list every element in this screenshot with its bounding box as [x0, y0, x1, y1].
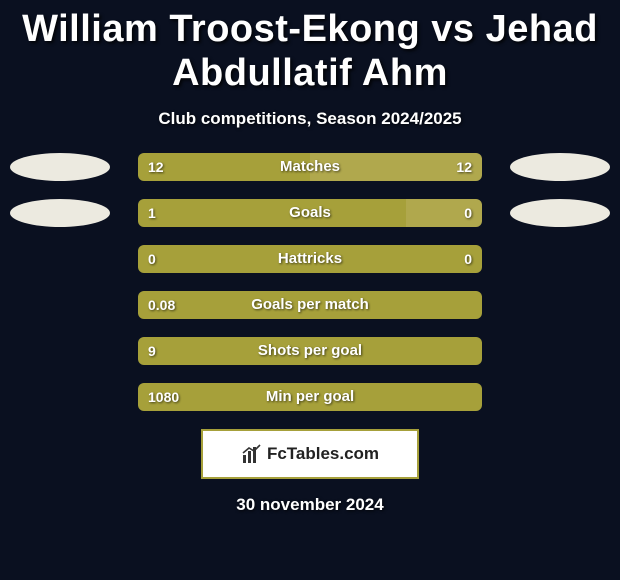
stat-bar-left	[138, 153, 310, 181]
comparison-subtitle: Club competitions, Season 2024/2025	[0, 109, 620, 129]
stat-bar-right	[310, 153, 482, 181]
branding-chart-icon	[241, 443, 263, 465]
stat-bar-track: 9Shots per goal	[138, 337, 482, 365]
stats-chart: 1212Matches 10Goals 00Hattricks 0.08Goals p…	[0, 153, 620, 411]
stat-bar-track: 1212Matches	[138, 153, 482, 181]
branding-text: FcTables.com	[267, 444, 379, 464]
stat-row: 10Goals	[0, 199, 620, 227]
stat-row: 1212Matches	[0, 153, 620, 181]
comparison-date: 30 november 2024	[0, 495, 620, 515]
stat-bar-left	[138, 245, 482, 273]
branding-badge: FcTables.com	[201, 429, 419, 479]
player-right-avatar	[510, 199, 610, 227]
stat-bar-left	[138, 291, 482, 319]
stat-row: 00Hattricks	[0, 245, 620, 273]
stat-row: 0.08Goals per match	[0, 291, 620, 319]
stat-bar-track: 00Hattricks	[138, 245, 482, 273]
player-left-avatar	[10, 153, 110, 181]
stat-bar-right	[406, 199, 482, 227]
player-left-avatar	[10, 199, 110, 227]
stat-bar-left	[138, 199, 406, 227]
stat-bar-left	[138, 337, 482, 365]
player-right-avatar	[510, 153, 610, 181]
stat-row: 1080Min per goal	[0, 383, 620, 411]
stat-bar-left	[138, 383, 482, 411]
stat-row: 9Shots per goal	[0, 337, 620, 365]
stat-bar-track: 1080Min per goal	[138, 383, 482, 411]
comparison-title: William Troost-Ekong vs Jehad Abdullatif…	[0, 0, 620, 95]
stat-bar-track: 0.08Goals per match	[138, 291, 482, 319]
stat-bar-track: 10Goals	[138, 199, 482, 227]
